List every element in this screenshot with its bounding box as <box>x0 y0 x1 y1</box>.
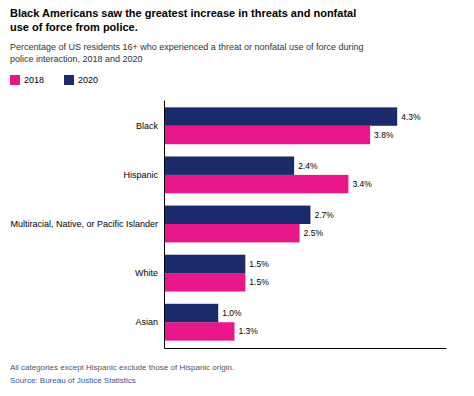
subtitle-line: Percentage of US residents 16+ who exper… <box>10 42 363 52</box>
bars <box>164 107 397 340</box>
chart: Black Americans saw the greatest increas… <box>0 0 474 396</box>
legend-swatch <box>64 75 74 85</box>
footnote: Source: Bureau of Justice Statistics <box>10 376 136 385</box>
data-label: 1.5% <box>249 259 269 269</box>
data-label: 3.4% <box>352 179 372 189</box>
bar <box>164 304 218 322</box>
y-axis-line <box>164 101 165 349</box>
data-label: 3.8% <box>374 130 394 140</box>
data-label: 4.3% <box>401 112 421 122</box>
data-label: 2.7% <box>314 210 334 220</box>
bar <box>164 273 245 291</box>
bar <box>164 206 310 224</box>
footnote: All categories except Hispanic exclude t… <box>10 363 234 372</box>
data-label: 1.5% <box>249 277 269 287</box>
data-label: 2.4% <box>298 161 318 171</box>
y-tick: Asian <box>135 317 164 327</box>
subtitle-line: police interaction, 2018 and 2020 <box>10 54 143 64</box>
title: Black Americans saw the greatest increas… <box>10 7 356 33</box>
data-labels: 3.8% 3.4% 2.5% 1.5% 1.3% 4.3% 2.4% 2.7% 1.5% 1.0% <box>222 112 421 337</box>
bar <box>164 322 235 340</box>
legend-item: 2020 <box>64 75 98 85</box>
y-tick: Hispanic <box>123 170 164 180</box>
bar <box>164 255 245 273</box>
bar <box>164 107 397 125</box>
legend-item: 2018 <box>10 75 44 85</box>
bar <box>164 156 294 174</box>
legend-swatch <box>10 75 20 85</box>
y-tick-label: White <box>135 268 158 278</box>
bar <box>164 126 370 144</box>
x-axis <box>165 348 447 349</box>
y-tick: Multiracial, Native, or Pacific Islander <box>10 219 164 229</box>
x-axis-line <box>165 348 447 349</box>
legend-label: 2020 <box>78 75 98 85</box>
y-tick-label: Asian <box>135 317 158 327</box>
y-tick-label: Multiracial, Native, or Pacific Islander <box>10 219 158 229</box>
subtitle: Percentage of US residents 16+ who exper… <box>10 42 363 64</box>
title-line: Black Americans saw the greatest increas… <box>10 7 356 19</box>
data-label: 1.0% <box>222 308 242 318</box>
y-tick-label: Black <box>136 121 159 131</box>
title-line: use of force from police. <box>10 21 138 33</box>
data-label: 1.3% <box>239 326 259 336</box>
bar <box>164 224 300 242</box>
data-label: 2.5% <box>304 228 324 238</box>
y-tick-label: Hispanic <box>123 170 158 180</box>
y-axis: Black Hispanic Multiracial, Native, or Pac… <box>10 101 164 349</box>
y-tick: Black <box>136 121 164 131</box>
legend-label: 2018 <box>24 75 44 85</box>
bar <box>164 175 348 193</box>
y-tick: White <box>135 268 164 278</box>
legend: 2018 2020 <box>10 75 98 85</box>
